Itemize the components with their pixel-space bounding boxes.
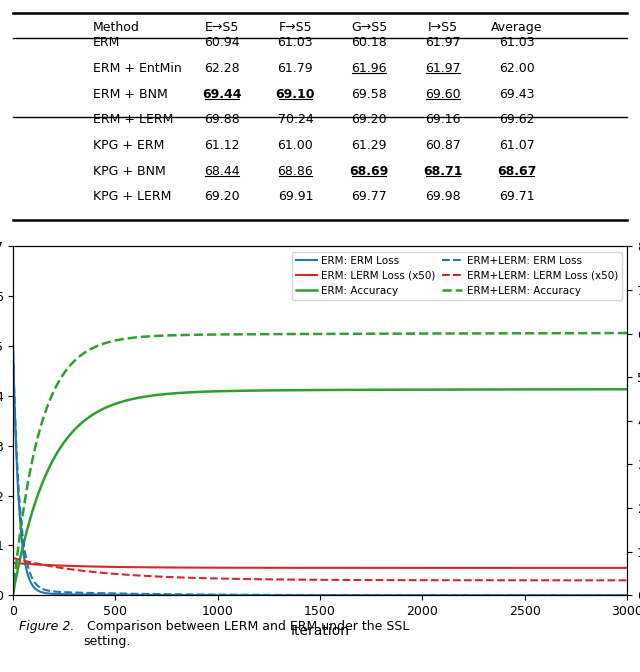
Text: 68.69: 68.69 [349, 165, 388, 177]
Text: ERM: ERM [93, 36, 120, 50]
Text: 61.03: 61.03 [499, 36, 534, 50]
Text: 60.94: 60.94 [204, 36, 239, 50]
Text: 60.87: 60.87 [425, 139, 461, 152]
Text: 69.44: 69.44 [202, 87, 241, 101]
Text: Method: Method [93, 21, 140, 34]
Text: Comparison between LERM and ERM under the SSL
setting.: Comparison between LERM and ERM under th… [83, 620, 410, 648]
Text: 62.28: 62.28 [204, 62, 239, 75]
Text: 61.29: 61.29 [351, 139, 387, 152]
Text: 69.62: 69.62 [499, 114, 534, 126]
X-axis label: Iteration: Iteration [291, 624, 349, 638]
Text: I→S5: I→S5 [428, 21, 458, 34]
Text: 69.71: 69.71 [499, 190, 534, 203]
Text: G→S5: G→S5 [351, 21, 387, 34]
Text: KPG + BNM: KPG + BNM [93, 165, 165, 177]
Text: 61.97: 61.97 [425, 36, 461, 50]
Text: 61.03: 61.03 [278, 36, 313, 50]
Text: Figure 2.: Figure 2. [19, 620, 74, 633]
Text: 69.20: 69.20 [204, 190, 239, 203]
Text: 68.71: 68.71 [423, 165, 463, 177]
Text: F→S5: F→S5 [278, 21, 312, 34]
Text: E→S5: E→S5 [205, 21, 239, 34]
Text: 69.77: 69.77 [351, 190, 387, 203]
Text: 69.60: 69.60 [425, 87, 461, 101]
Text: 61.97: 61.97 [425, 62, 461, 75]
Text: 69.16: 69.16 [425, 114, 461, 126]
Text: 61.12: 61.12 [204, 139, 239, 152]
Text: 69.88: 69.88 [204, 114, 239, 126]
Text: 61.96: 61.96 [351, 62, 387, 75]
Text: 62.00: 62.00 [499, 62, 534, 75]
Text: ERM + BNM: ERM + BNM [93, 87, 168, 101]
Text: 61.00: 61.00 [278, 139, 314, 152]
Text: Average: Average [491, 21, 542, 34]
Text: 69.58: 69.58 [351, 87, 387, 101]
Text: 60.18: 60.18 [351, 36, 387, 50]
Text: 68.67: 68.67 [497, 165, 536, 177]
Text: KPG + LERM: KPG + LERM [93, 190, 171, 203]
Text: 68.86: 68.86 [278, 165, 314, 177]
Text: 70.24: 70.24 [278, 114, 314, 126]
Text: 61.07: 61.07 [499, 139, 534, 152]
Text: ERM + LERM: ERM + LERM [93, 114, 173, 126]
Text: 61.79: 61.79 [278, 62, 313, 75]
Text: KPG + ERM: KPG + ERM [93, 139, 164, 152]
Text: 69.20: 69.20 [351, 114, 387, 126]
Text: 68.44: 68.44 [204, 165, 239, 177]
Text: 69.98: 69.98 [425, 190, 461, 203]
Text: 69.91: 69.91 [278, 190, 313, 203]
Text: 69.43: 69.43 [499, 87, 534, 101]
Text: 69.10: 69.10 [276, 87, 315, 101]
Text: ERM + EntMin: ERM + EntMin [93, 62, 181, 75]
Legend: ERM: ERM Loss, ERM: LERM Loss (x50), ERM: Accuracy, ERM+LERM: ERM Loss, ERM+LERM: ERM: ERM Loss, ERM: LERM Loss (x50), ERM… [292, 251, 622, 300]
